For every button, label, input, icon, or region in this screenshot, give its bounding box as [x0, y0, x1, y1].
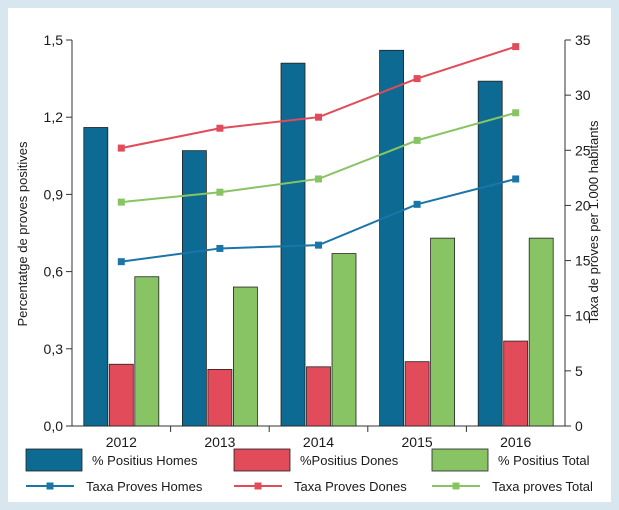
- point-taxa-proves-dones: [117, 144, 125, 152]
- legend-swatch: [233, 448, 291, 472]
- point-taxa-proves-dones: [413, 75, 421, 83]
- bar-marks: [83, 49, 554, 427]
- point-taxa-proves-homes: [512, 175, 520, 183]
- bar-positius-homes: [379, 49, 405, 427]
- x-tick-label: 2014: [303, 434, 334, 450]
- legend-marker: [254, 482, 262, 490]
- right-tick-label: 35: [575, 32, 591, 48]
- line-taxa-proves-dones: [121, 45, 517, 150]
- point-taxa-proves-total: [512, 109, 520, 117]
- point-taxa-proves-homes: [413, 200, 421, 208]
- right-axis-title: Taxa de proves per 1.000 habitants: [586, 120, 601, 324]
- right-tick-label: 10: [575, 308, 591, 324]
- bar-positius-dones: [404, 361, 430, 427]
- bar-positius-dones: [503, 340, 529, 427]
- combo-chart: 0,0 0,3 0,6 0,9 1,2 1,5 0 5 10 15 20 25 30 35 2012 2013…: [15, 32, 601, 494]
- line-taxa-proves-homes: [121, 177, 516, 263]
- point-taxa-proves-total: [117, 198, 125, 206]
- legend-label: Taxa proves Total: [492, 479, 593, 494]
- bar-positius-dones: [108, 363, 134, 427]
- axis-labels: Percentatge de proves positives Taxa de …: [15, 120, 601, 327]
- point-taxa-proves-dones: [315, 113, 322, 121]
- point-taxa-proves-homes: [315, 241, 322, 249]
- right-tick-label: 0: [575, 418, 583, 434]
- line-taxa-proves-total: [121, 111, 516, 204]
- left-tick-label: 1,5: [44, 32, 64, 48]
- x-tick-label: 2013: [204, 434, 235, 450]
- right-tick-label: 20: [575, 197, 591, 213]
- bar-positius-dones: [207, 368, 233, 427]
- chart-frame: 0,0 0,3 0,6 0,9 1,2 1,5 0 5 10 15 20 25 30 35 2012 2013…: [8, 8, 611, 502]
- legend-marker: [46, 482, 54, 490]
- point-taxa-proves-total: [413, 136, 421, 144]
- point-taxa-proves-homes: [216, 244, 224, 252]
- point-taxa-proves-total: [315, 175, 322, 183]
- bar-positius-total: [430, 237, 456, 427]
- left-tick-label: 0,3: [44, 341, 64, 357]
- bar-positius-homes: [477, 80, 503, 427]
- line-marks: [117, 43, 520, 266]
- left-tick-label: 0,0: [44, 418, 64, 434]
- legend-label: %Positius Dones: [300, 453, 399, 468]
- bar-positius-total: [331, 253, 357, 427]
- left-axis-title: Percentatge de proves positives: [15, 141, 30, 326]
- x-tick-label: 2012: [106, 434, 137, 450]
- bar-positius-homes: [280, 62, 306, 427]
- left-tick-label: 0,9: [44, 186, 64, 202]
- right-tick-label: 25: [575, 142, 591, 158]
- axes: 0,0 0,3 0,6 0,9 1,2 1,5 0 5 10 15 20 25 30 35 2012 2013…: [44, 32, 591, 450]
- right-tick-label: 5: [575, 363, 583, 379]
- point-taxa-proves-dones: [216, 124, 224, 132]
- point-taxa-proves-homes: [117, 258, 125, 266]
- legend-marker: [452, 482, 460, 490]
- legend: % Positius Homes %Positius Dones % Positiu…: [25, 448, 593, 494]
- bar-positius-total: [528, 237, 554, 427]
- legend-swatch: [431, 448, 489, 472]
- left-tick-label: 1,2: [44, 109, 64, 125]
- right-tick-label: 30: [575, 87, 591, 103]
- point-taxa-proves-dones: [512, 43, 520, 51]
- point-taxa-proves-total: [216, 188, 224, 196]
- bar-positius-total: [232, 286, 258, 427]
- legend-label: Taxa Proves Homes: [86, 479, 203, 494]
- legend-label: % Positius Total: [498, 453, 590, 468]
- bar-positius-homes: [83, 127, 109, 427]
- bar-positius-total: [134, 276, 160, 427]
- left-tick-label: 0,6: [44, 264, 64, 280]
- bar-positius-dones: [306, 366, 331, 427]
- bar-positius-homes: [181, 150, 207, 427]
- legend-swatch: [25, 448, 83, 472]
- x-tick-label: 2016: [500, 434, 531, 450]
- right-tick-label: 15: [575, 253, 591, 269]
- legend-label: Taxa Proves Dones: [294, 479, 407, 494]
- legend-label: % Positius Homes: [92, 453, 198, 468]
- x-tick-label: 2015: [402, 434, 433, 450]
